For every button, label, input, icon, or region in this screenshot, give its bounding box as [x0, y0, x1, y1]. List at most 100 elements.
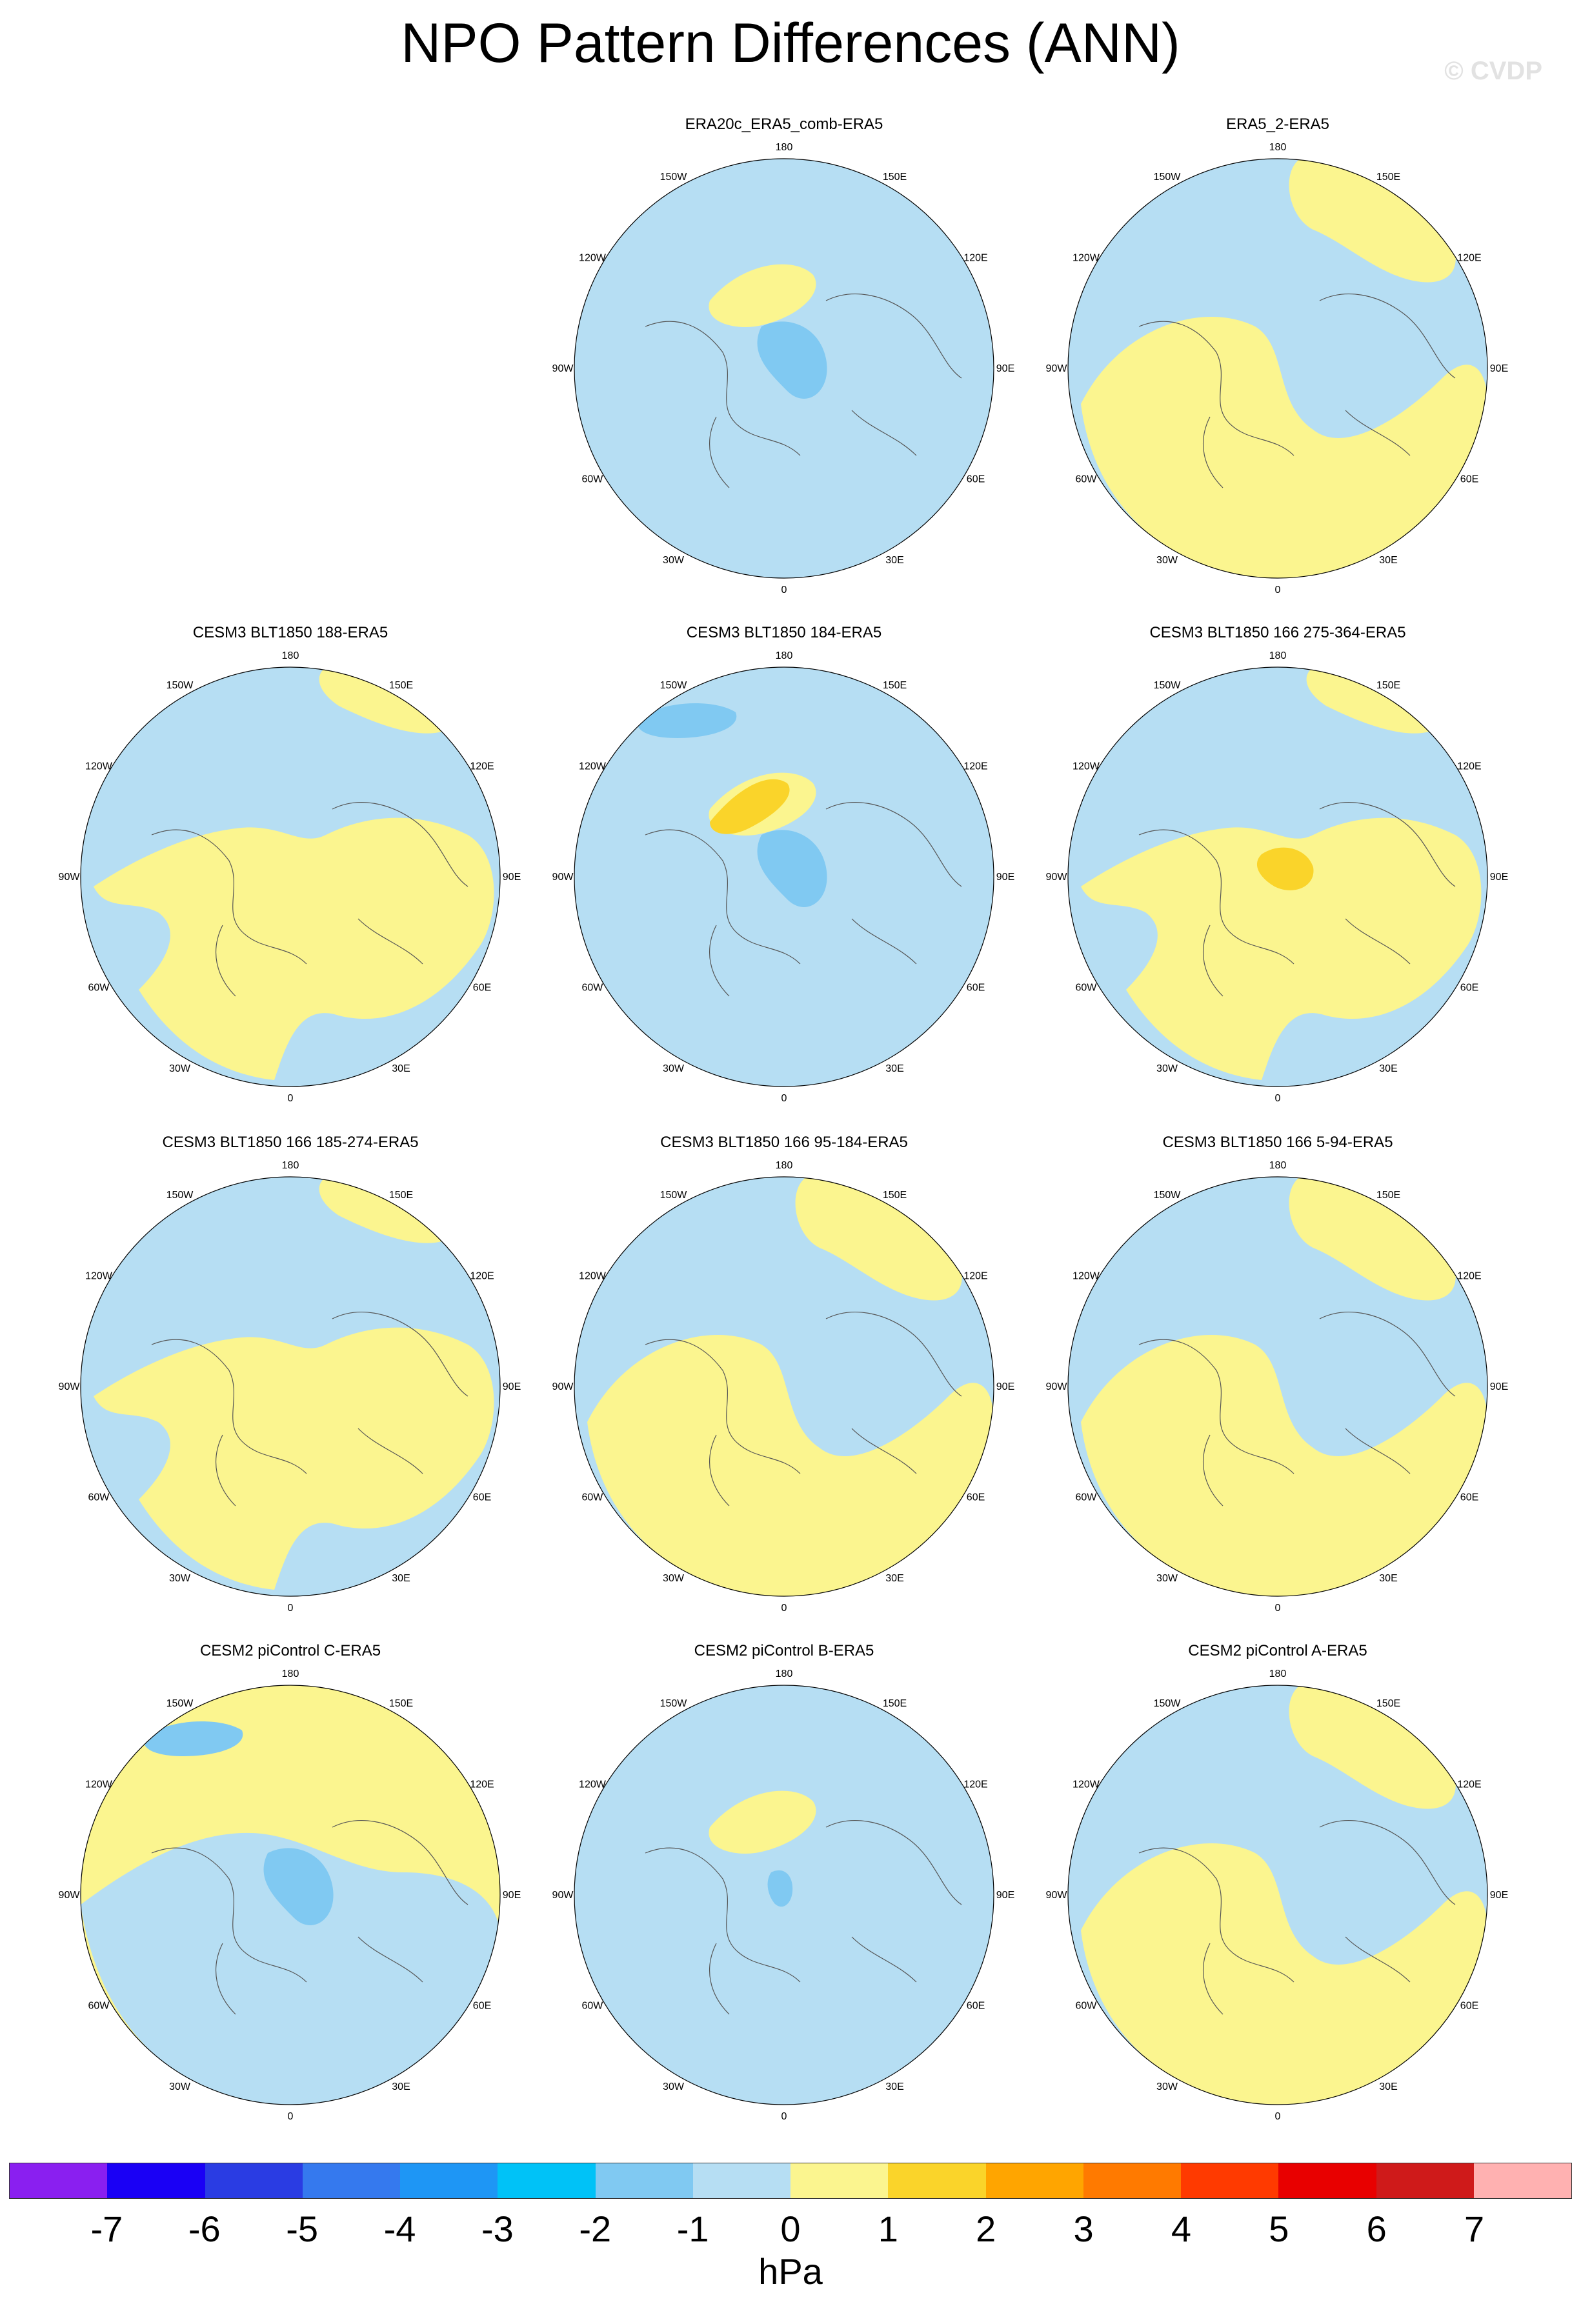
map-boundary — [1067, 1685, 1488, 2105]
longitude-label: 60E — [967, 1492, 985, 1503]
colorbar-cell — [498, 2163, 596, 2198]
longitude-label: 180 — [282, 650, 299, 661]
longitude-label: 30W — [663, 1573, 685, 1584]
longitude-label: 90E — [503, 1890, 521, 1901]
anomaly-contour — [1256, 847, 1314, 890]
longitude-label: 30W — [169, 2081, 191, 2092]
map-panel-6: CESM3 BLT1850 166 185-274-ERA5 180 150E 12… — [55, 1133, 526, 1643]
longitude-label: 60W — [582, 1492, 604, 1503]
map-boundary — [574, 666, 994, 1087]
longitude-label: 90W — [552, 1890, 574, 1901]
longitude-label: 60W — [582, 2001, 604, 2012]
longitude-label: 150W — [1154, 172, 1182, 183]
colorbar-tick-label: 7 — [1464, 2209, 1485, 2249]
longitude-label: 0 — [781, 2111, 787, 2122]
coastline — [1138, 802, 1456, 997]
longitude-label: 90E — [503, 1381, 521, 1392]
longitude-label: 90W — [1046, 1890, 1068, 1901]
coastline — [151, 1312, 468, 1507]
longitude-label: 150W — [1154, 1190, 1182, 1201]
longitude-label: 90W — [552, 363, 574, 374]
map-panel-11: CESM2 piControl A-ERA5 180 150E 120E 90E 60E… — [1042, 1641, 1513, 2151]
colorbar-cell — [302, 2163, 400, 2198]
longitude-label: 150W — [1154, 1698, 1182, 1709]
longitude-label: 90E — [1490, 872, 1508, 883]
longitude-label: 60W — [582, 983, 604, 994]
longitude-label: 120E — [963, 1271, 987, 1282]
map-boundary — [1067, 158, 1488, 579]
coastline — [645, 1820, 962, 2015]
longitude-label: 30W — [663, 555, 685, 566]
coastline — [645, 1312, 962, 1507]
colorbar-cell — [595, 2163, 693, 2198]
longitude-label: 30W — [1156, 2081, 1178, 2092]
longitude-label: 90W — [1046, 872, 1068, 883]
longitude-label: 30W — [1156, 1573, 1178, 1584]
colorbar — [9, 2163, 1572, 2199]
longitude-label: 30W — [1156, 1063, 1178, 1074]
colorbar-tick-label: -7 — [90, 2209, 123, 2249]
longitude-label: 150W — [660, 680, 688, 691]
longitude-label: 150W — [660, 1698, 688, 1709]
longitude-label: 60E — [967, 2001, 985, 2012]
polar-map: 180 150E 120E 90E 60E 30E 0 30W 60W 90W 120W 150W — [59, 650, 521, 1104]
longitude-label: 120W — [85, 761, 113, 772]
longitude-label: 180 — [776, 142, 793, 153]
longitude-label: 30E — [1379, 1063, 1397, 1074]
map-panel-4: CESM3 BLT1850 184-ERA5 180 150E 120E 90E 60E… — [549, 623, 1020, 1133]
longitude-label: 0 — [1275, 1093, 1281, 1104]
longitude-label: 150E — [1376, 172, 1400, 183]
longitude-label: 150W — [166, 1190, 194, 1201]
longitude-label: 30E — [1379, 1573, 1397, 1584]
longitude-label: 60E — [967, 474, 985, 485]
colorbar-cell — [692, 2163, 790, 2198]
longitude-label: 120E — [1457, 1779, 1481, 1790]
longitude-label: 150E — [883, 1698, 907, 1709]
map-boundary — [80, 1176, 501, 1597]
longitude-label: 90W — [552, 872, 574, 883]
longitude-label: 60E — [473, 2001, 491, 2012]
longitude-label: 150E — [389, 1190, 413, 1201]
anomaly-contour — [144, 1721, 243, 1756]
longitude-label: 60W — [88, 983, 110, 994]
colorbar-cell — [1181, 2163, 1279, 2198]
colorbar-cell — [790, 2163, 889, 2198]
colorbar-tick-label: -1 — [676, 2209, 709, 2249]
longitude-label: 0 — [288, 1093, 294, 1104]
colorbar-cell — [985, 2163, 1083, 2198]
anomaly-contour — [709, 264, 816, 327]
panel-title: ERA5_2-ERA5 — [1225, 115, 1330, 133]
polar-map: 180 150E 120E 90E 60E 30E 0 30W 60W 90W 120W 150W — [552, 650, 1015, 1104]
colorbar-tick-label: 6 — [1366, 2209, 1387, 2249]
map-boundary — [80, 1685, 501, 2105]
longitude-label: 30W — [663, 1063, 685, 1074]
colorbar-cell — [1278, 2163, 1376, 2198]
longitude-label: 90W — [59, 872, 81, 883]
longitude-label: 60W — [1076, 474, 1098, 485]
longitude-label: 150E — [1376, 680, 1400, 691]
anomaly-contour — [263, 1848, 334, 1925]
longitude-label: 180 — [282, 1160, 299, 1171]
map-panel-3: CESM3 BLT1850 188-ERA5 180 150E 120E 90E 60E… — [55, 623, 526, 1133]
longitude-label: 150W — [1154, 680, 1182, 691]
longitude-label: 90W — [59, 1381, 81, 1392]
map-panel-10: CESM2 piControl B-ERA5 180 150E 120E 90E 60E… — [549, 1641, 1020, 2151]
panel-title: CESM2 piControl A-ERA5 — [1188, 1642, 1367, 1659]
colorbar-tick-label: -3 — [481, 2209, 514, 2249]
longitude-label: 150W — [660, 1190, 688, 1201]
longitude-label: 60W — [1076, 983, 1098, 994]
longitude-label: 180 — [1269, 142, 1287, 153]
polar-map: 180 150E 120E 90E 60E 30E 0 30W 60W 90W 120W 150W — [1046, 1160, 1509, 1614]
map-boundary — [574, 158, 994, 579]
colorbar-cell — [1376, 2163, 1474, 2198]
longitude-label: 90W — [1046, 1381, 1068, 1392]
longitude-label: 120E — [1457, 1271, 1481, 1282]
anomaly-contour — [1081, 159, 1487, 578]
anomaly-contour — [1081, 1685, 1487, 2105]
polar-map: 180 150E 120E 90E 60E 30E 0 30W 60W 90W 120W 150W — [552, 1160, 1015, 1614]
longitude-label: 60E — [967, 983, 985, 994]
longitude-label: 0 — [781, 585, 787, 596]
longitude-label: 120W — [1072, 253, 1100, 264]
longitude-label: 180 — [1269, 1668, 1287, 1679]
colorbar-tick-label: -2 — [579, 2209, 612, 2249]
